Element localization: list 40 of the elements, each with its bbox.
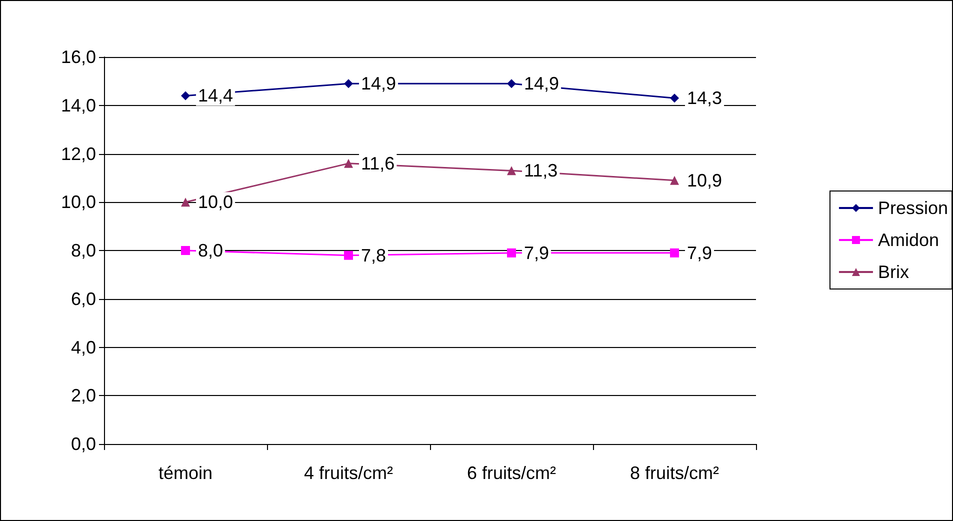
- point: [181, 91, 190, 100]
- y-tick-label: 4,0: [70, 337, 96, 358]
- data-label: 11,6: [361, 153, 395, 174]
- point: [507, 166, 516, 176]
- data-label: 14,3: [687, 88, 722, 108]
- point: [507, 79, 516, 88]
- legend-label: Pression: [878, 198, 948, 218]
- y-tick-label: 8,0: [70, 240, 96, 260]
- data-label: 10,0: [198, 192, 234, 212]
- data-label: 14,9: [361, 74, 396, 94]
- y-tick-label: 10,0: [60, 192, 96, 212]
- data-label: 7,9: [687, 242, 712, 263]
- legend-label: Amidon: [878, 230, 939, 250]
- y-tick-label: 12,0: [60, 144, 96, 164]
- point: [344, 250, 353, 260]
- y-tick-label: 16,0: [60, 47, 96, 67]
- point: [181, 198, 190, 207]
- x-tick-label: 4 fruits/cm²: [304, 463, 394, 483]
- point: [507, 248, 516, 258]
- data-label: 8,0: [198, 240, 224, 260]
- legend-label: Brix: [878, 262, 909, 282]
- data-label: 14,9: [524, 74, 560, 94]
- y-tick-label: 14,0: [60, 95, 96, 116]
- point: [344, 158, 353, 168]
- point: [670, 176, 679, 185]
- data-label: 11,3: [524, 160, 558, 181]
- point: [670, 94, 679, 103]
- data-label: 14,4: [198, 86, 234, 106]
- x-tick-label: témoin: [158, 463, 213, 483]
- x-tick-label: 6 fruits/cm²: [466, 463, 556, 483]
- data-label: 7,8: [361, 245, 386, 266]
- y-tick-label: 6,0: [70, 288, 96, 309]
- point: [344, 79, 353, 88]
- x-tick-label: 8 fruits/cm²: [630, 463, 720, 483]
- data-label: 10,9: [687, 170, 722, 190]
- y-tick-label: 0,0: [70, 434, 96, 454]
- point: [181, 246, 190, 255]
- y-tick-label: 2,0: [70, 386, 96, 406]
- point: [670, 248, 679, 258]
- data-label: 7,9: [524, 242, 550, 263]
